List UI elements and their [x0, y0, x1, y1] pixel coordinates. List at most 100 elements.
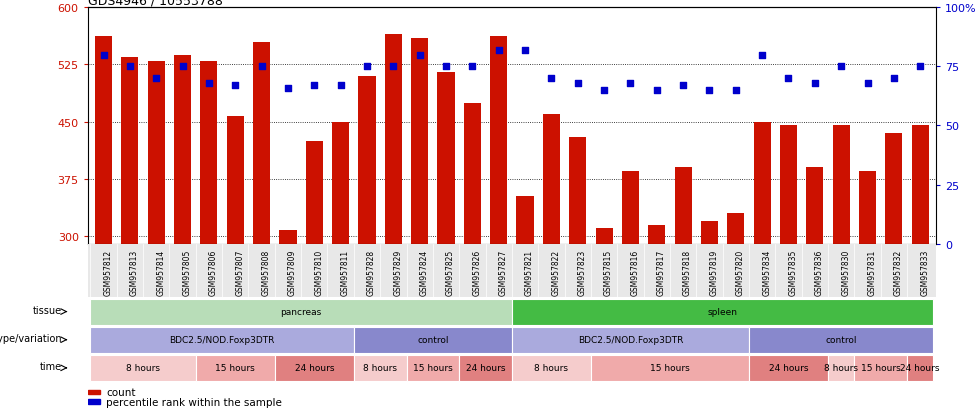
- Bar: [596, 229, 612, 413]
- Bar: [201, 62, 217, 413]
- Bar: [780, 126, 797, 413]
- Point: [175, 64, 190, 71]
- Point: [490, 47, 506, 54]
- Bar: [196, 355, 275, 381]
- Text: GSM957827: GSM957827: [498, 249, 508, 296]
- Point: [227, 83, 243, 89]
- Text: 24 hours: 24 hours: [901, 363, 940, 372]
- Text: GSM957830: GSM957830: [841, 249, 850, 296]
- Point: [676, 83, 691, 89]
- Bar: [438, 73, 454, 413]
- Bar: [885, 134, 903, 413]
- Point: [201, 81, 216, 87]
- Bar: [147, 62, 165, 413]
- Point: [597, 88, 612, 94]
- Text: count: count: [106, 387, 136, 397]
- Text: GSM957813: GSM957813: [130, 249, 138, 296]
- Text: GSM957824: GSM957824: [419, 249, 429, 296]
- Point: [122, 64, 137, 71]
- Bar: [407, 355, 459, 381]
- Bar: [512, 355, 591, 381]
- Text: 8 hours: 8 hours: [824, 363, 858, 372]
- Point: [807, 81, 823, 87]
- Bar: [306, 141, 323, 413]
- Point: [385, 64, 401, 71]
- Text: GSM957814: GSM957814: [156, 249, 165, 296]
- Bar: [749, 355, 828, 381]
- Text: 15 hours: 15 hours: [413, 363, 452, 372]
- Bar: [569, 138, 586, 413]
- Text: control: control: [826, 335, 857, 344]
- Bar: [174, 56, 191, 413]
- Text: GDS4946 / 10553788: GDS4946 / 10553788: [88, 0, 222, 7]
- Text: GSM957832: GSM957832: [894, 249, 903, 296]
- Bar: [88, 399, 100, 404]
- Point: [781, 76, 797, 82]
- Bar: [88, 390, 100, 394]
- Text: 15 hours: 15 hours: [650, 363, 689, 372]
- Text: GSM957810: GSM957810: [314, 249, 324, 296]
- Point: [886, 76, 902, 82]
- Bar: [701, 221, 718, 413]
- Text: GSM957822: GSM957822: [552, 249, 561, 295]
- Point: [254, 64, 269, 71]
- Point: [518, 47, 533, 54]
- Text: GSM957836: GSM957836: [815, 249, 824, 296]
- Text: GSM957809: GSM957809: [288, 249, 297, 296]
- Text: GSM957834: GSM957834: [762, 249, 771, 296]
- Bar: [354, 355, 407, 381]
- Bar: [512, 299, 933, 325]
- Bar: [675, 168, 691, 413]
- Text: genotype/variation: genotype/variation: [0, 334, 61, 344]
- Bar: [254, 43, 270, 413]
- Text: GSM957826: GSM957826: [472, 249, 482, 296]
- Text: GSM957828: GSM957828: [367, 249, 376, 295]
- Bar: [385, 35, 402, 413]
- Bar: [275, 355, 354, 381]
- Text: percentile rank within the sample: percentile rank within the sample: [106, 397, 282, 407]
- Bar: [859, 172, 877, 413]
- Point: [860, 81, 876, 87]
- Text: GSM957805: GSM957805: [182, 249, 191, 296]
- Bar: [912, 126, 929, 413]
- Bar: [91, 299, 512, 325]
- Text: GSM957833: GSM957833: [920, 249, 929, 296]
- Text: time: time: [40, 362, 61, 372]
- Bar: [332, 122, 349, 413]
- Text: GSM957812: GSM957812: [103, 249, 112, 295]
- Point: [728, 88, 744, 94]
- Bar: [121, 58, 138, 413]
- Bar: [280, 230, 296, 413]
- Point: [623, 81, 639, 87]
- Text: 24 hours: 24 hours: [294, 363, 334, 372]
- Text: tissue: tissue: [32, 306, 61, 316]
- Bar: [543, 115, 560, 413]
- Text: GSM957807: GSM957807: [235, 249, 245, 296]
- Bar: [833, 126, 850, 413]
- Text: GSM957815: GSM957815: [604, 249, 613, 296]
- Text: pancreas: pancreas: [281, 307, 322, 316]
- Bar: [464, 103, 481, 413]
- Text: GSM957819: GSM957819: [710, 249, 719, 296]
- Text: GSM957818: GSM957818: [683, 249, 692, 295]
- Text: GSM957835: GSM957835: [789, 249, 798, 296]
- Bar: [622, 172, 639, 413]
- Text: GSM957806: GSM957806: [209, 249, 218, 296]
- Text: GSM957811: GSM957811: [340, 249, 350, 295]
- Bar: [95, 37, 112, 413]
- Bar: [591, 355, 749, 381]
- Bar: [227, 116, 244, 413]
- Point: [464, 64, 480, 71]
- Point: [570, 81, 586, 87]
- Bar: [907, 355, 933, 381]
- Text: GSM957820: GSM957820: [736, 249, 745, 296]
- Point: [359, 64, 374, 71]
- Point: [649, 88, 665, 94]
- Bar: [828, 355, 854, 381]
- Text: BDC2.5/NOD.Foxp3DTR: BDC2.5/NOD.Foxp3DTR: [170, 335, 275, 344]
- Point: [280, 85, 295, 92]
- Text: 24 hours: 24 hours: [466, 363, 505, 372]
- Point: [834, 64, 849, 71]
- Bar: [754, 122, 770, 413]
- Bar: [459, 355, 512, 381]
